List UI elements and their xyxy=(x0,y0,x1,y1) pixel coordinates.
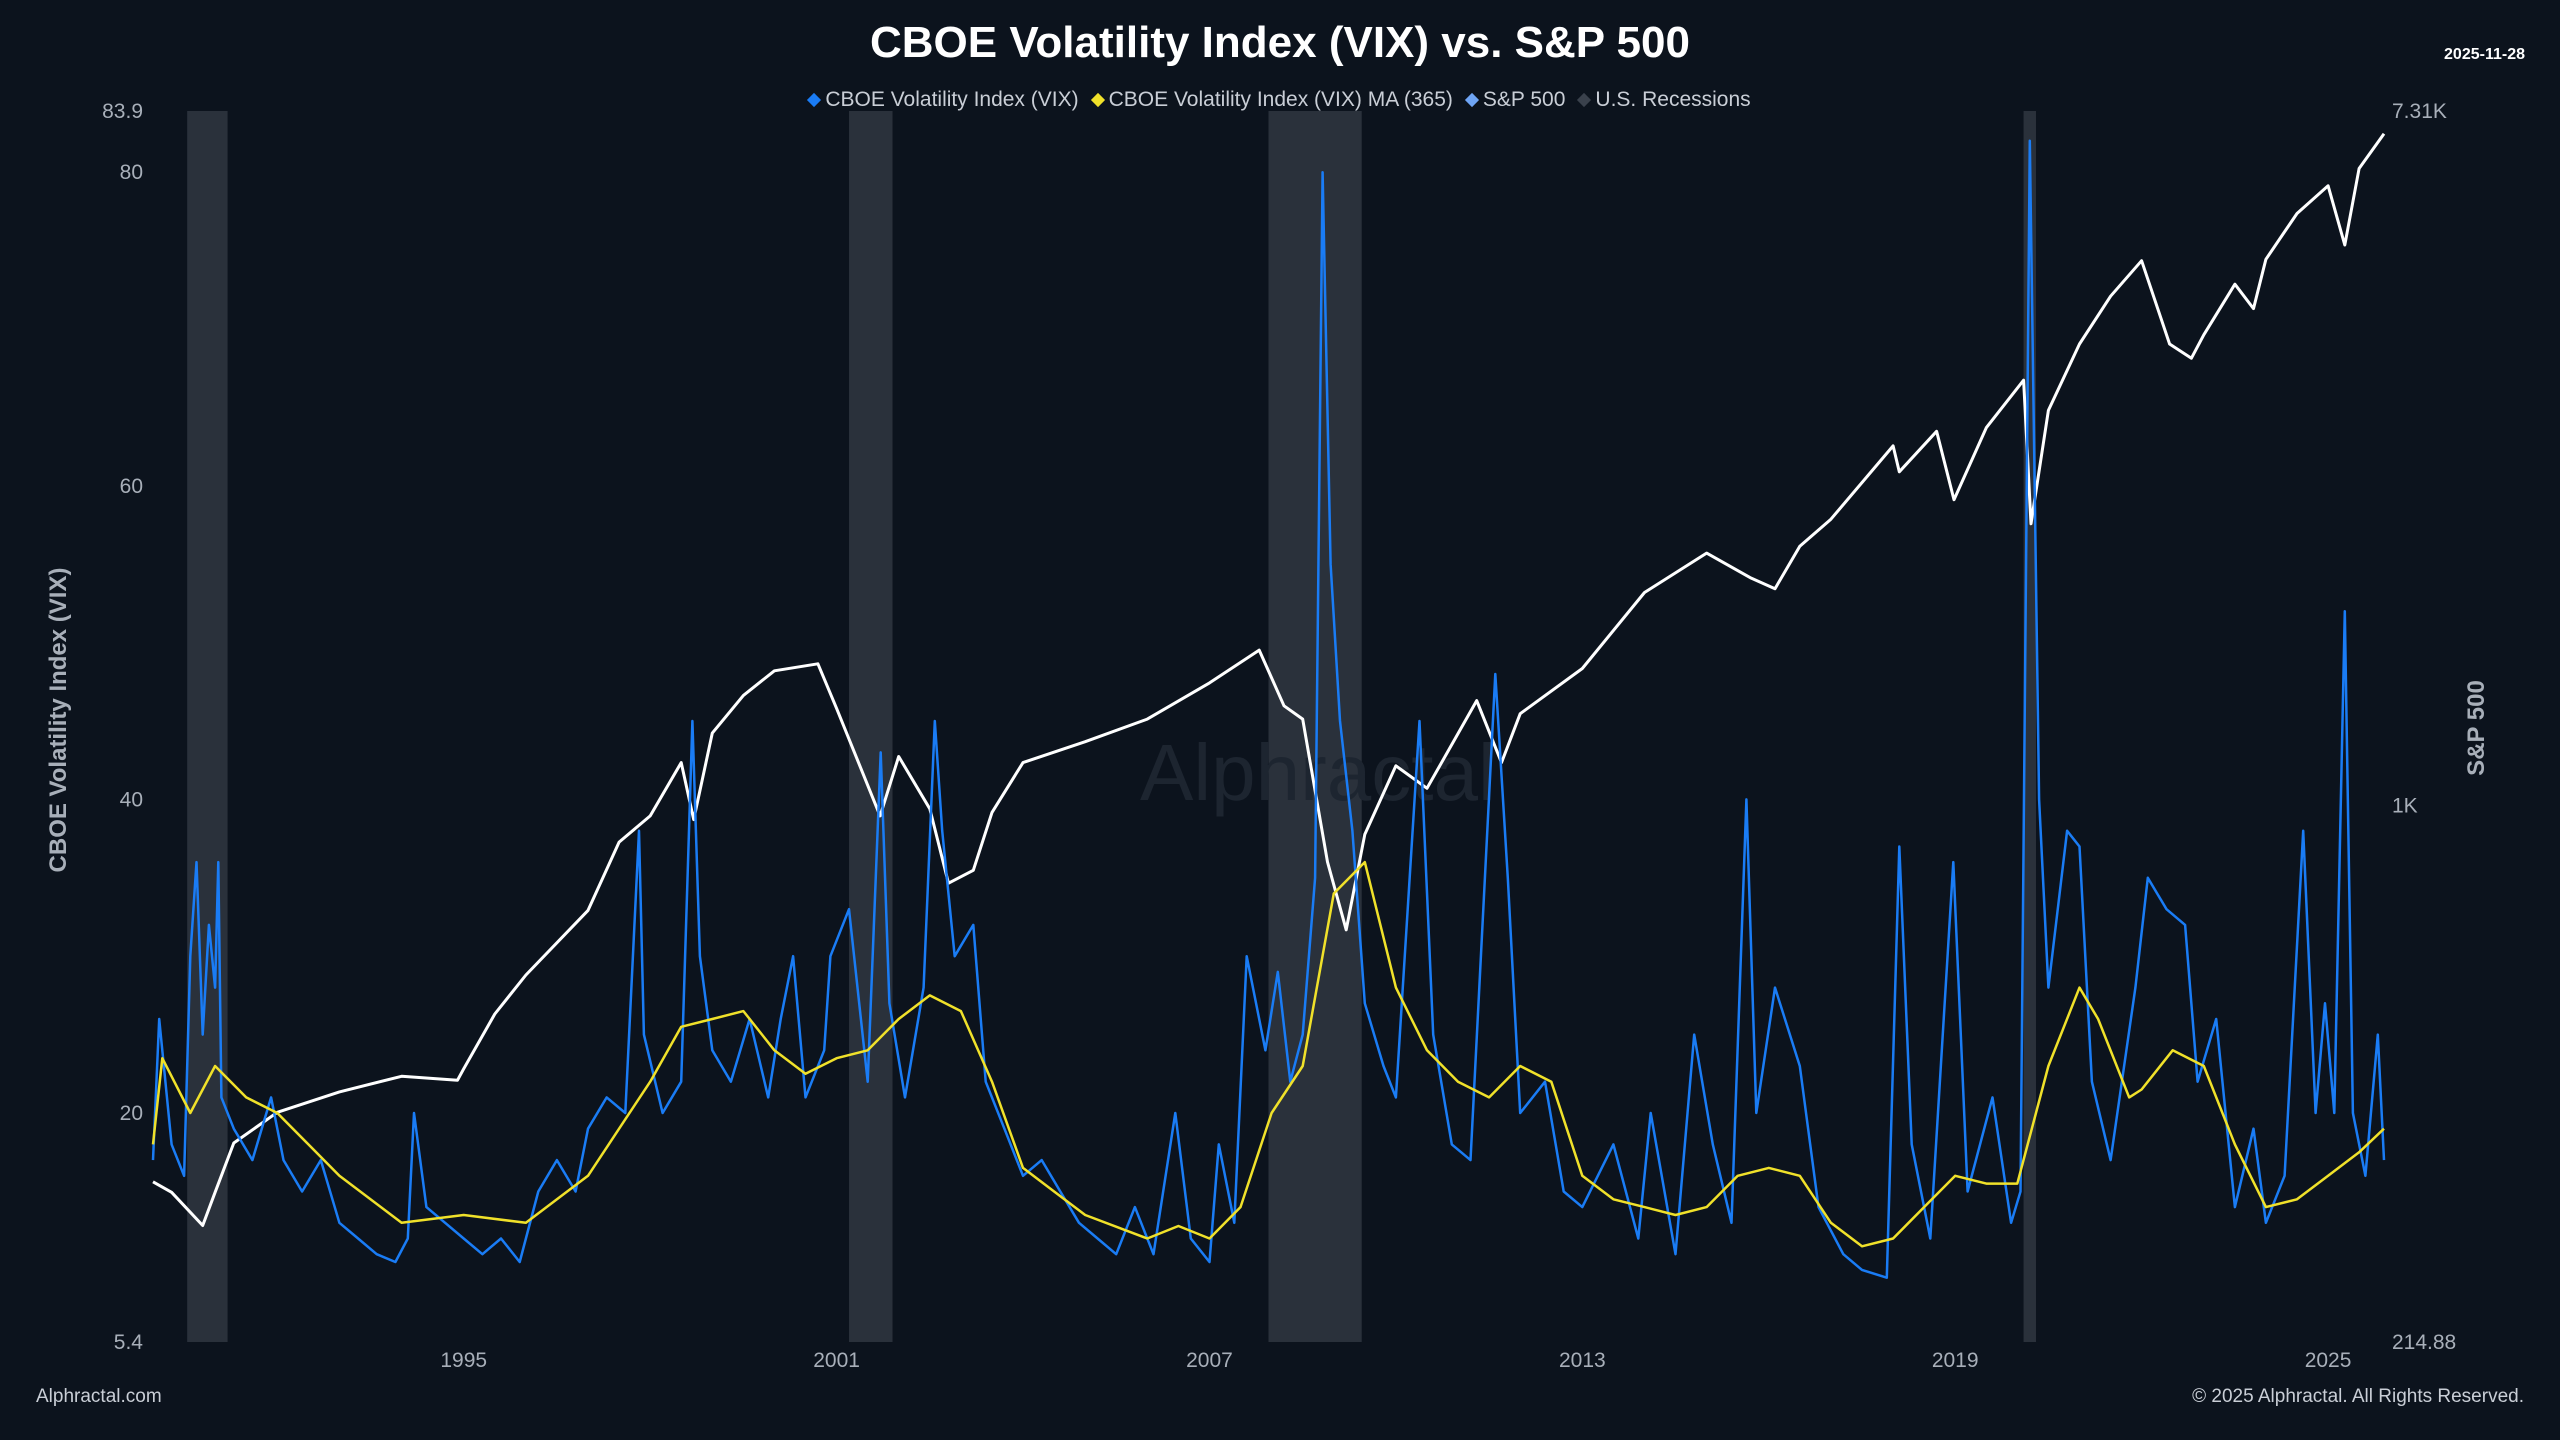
y-tick-label: 20 xyxy=(120,1102,143,1125)
y2-tick-label: 1K xyxy=(2392,794,2418,817)
legend-label: S&P 500 xyxy=(1482,88,1566,111)
recession-band xyxy=(1268,111,1362,1342)
recession-band xyxy=(187,111,228,1342)
y-tick-label: 60 xyxy=(120,475,143,498)
date-stamp: 2025-11-28 xyxy=(2444,46,2525,63)
recession-band xyxy=(849,111,893,1342)
footer-copyright: © 2025 Alphractal. All Rights Reserved. xyxy=(2192,1386,2524,1407)
right-axis-title: S&P 500 xyxy=(2463,680,2490,776)
y-tick-label: 83.9 xyxy=(102,100,143,123)
x-tick-label: 1995 xyxy=(440,1349,487,1372)
x-tick-label: 2025 xyxy=(2305,1349,2352,1372)
series-line-vix-ma xyxy=(151,860,2385,1248)
footer-site: Alphractal.com xyxy=(36,1386,162,1407)
series-line-sp500 xyxy=(152,132,2386,1227)
x-tick-label: 2013 xyxy=(1559,1349,1606,1372)
x-tick-label: 2019 xyxy=(1932,1349,1979,1372)
legend: CBOE Volatility Index (VIX) CBOE Volatil… xyxy=(0,88,2560,112)
x-tick-label: 2001 xyxy=(813,1349,860,1372)
left-axis-title: CBOE Volatility Index (VIX) xyxy=(45,568,72,873)
legend-label: CBOE Volatility Index (VIX) MA (365) xyxy=(1108,88,1453,111)
legend-item-recessions[interactable]: U.S. Recessions xyxy=(1577,88,1751,112)
chart-title: CBOE Volatility Index (VIX) vs. S&P 500 xyxy=(870,18,1690,67)
legend-label: U.S. Recessions xyxy=(1595,88,1751,111)
legend-item-vix-ma[interactable]: CBOE Volatility Index (VIX) MA (365) xyxy=(1090,88,1453,112)
legend-label: CBOE Volatility Index (VIX) xyxy=(825,88,1079,111)
y-tick-label: 5.4 xyxy=(114,1331,144,1354)
legend-item-sp500[interactable]: S&P 500 xyxy=(1464,88,1566,112)
y2-tick-label: 214.88 xyxy=(2392,1331,2456,1354)
y-tick-label: 80 xyxy=(120,161,143,184)
y-tick-label: 40 xyxy=(120,788,143,811)
y2-tick-label: 7.31K xyxy=(2392,100,2447,123)
series-line-vix xyxy=(151,139,2386,1279)
legend-item-vix[interactable]: CBOE Volatility Index (VIX) xyxy=(807,88,1079,112)
x-tick-label: 2007 xyxy=(1186,1349,1233,1372)
